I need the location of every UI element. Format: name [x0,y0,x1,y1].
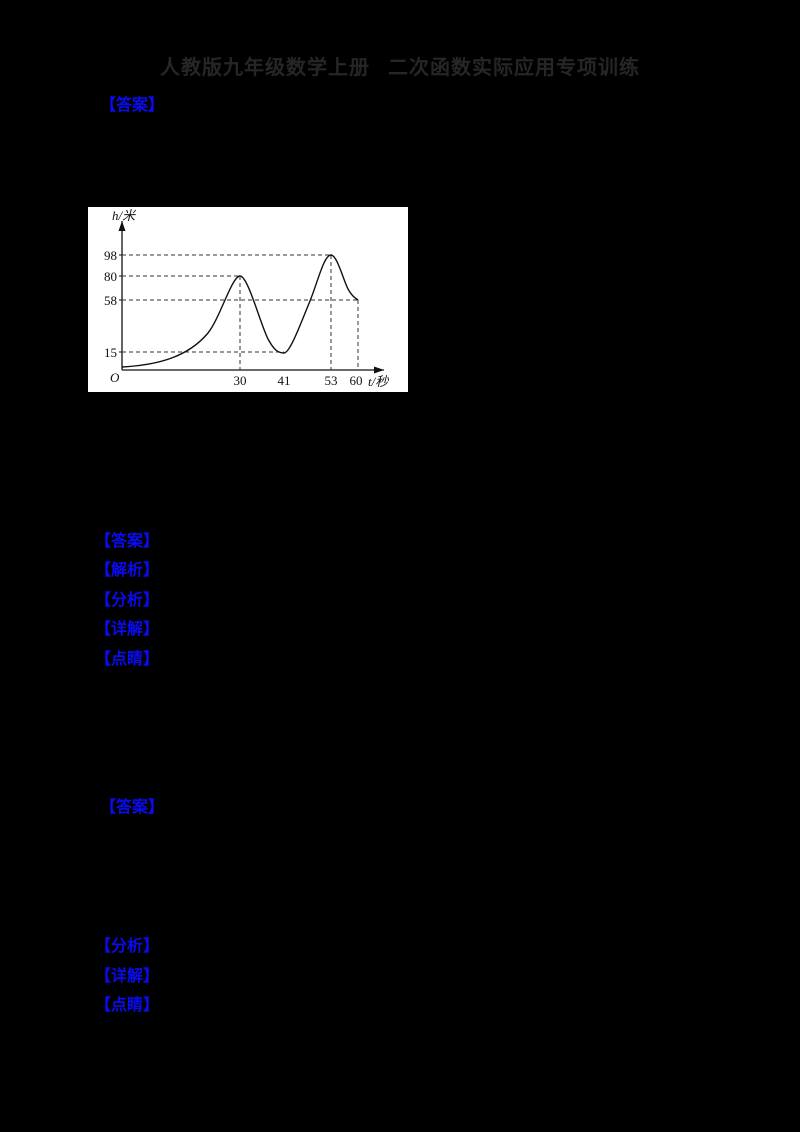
y-tick-80: 80 [104,269,117,284]
x-tick-41: 41 [277,373,291,388]
y-tick-15: 15 [104,345,117,360]
x-tick-53: 53 [324,373,338,388]
x-tick-30: 30 [233,373,247,388]
tag-group2-item-2: 【详解】 [95,968,160,985]
tag-group1-item-5: 【点睛】 [95,651,160,668]
document-title-part2: 二次函数实际应用专项训练 [388,57,640,79]
x-tick-60: 60 [349,373,363,388]
tag-group1-item-2: 【解析】 [95,562,160,579]
answer-tag-mid: 【答案】 [100,799,165,816]
document-title-part1: 人教版九年级数学上册 [160,57,370,79]
tag-group2-item-1: 【分析】 [95,938,160,955]
y-axis-label: h/米 [112,208,136,223]
x-axis-label: t/秒 [368,374,389,389]
curve-line [121,254,359,368]
axis-arrowheads [118,221,384,374]
y-tick-98: 98 [104,248,117,263]
answer-tag-top: 【答案】 [100,97,165,114]
tag-group2-item-3: 【点睛】 [95,997,160,1014]
chart-canvas [118,221,384,374]
tag-group1-item-4: 【详解】 [95,621,160,638]
y-tick-58: 58 [104,293,117,308]
document-title: 人教版九年级数学上册 二次函数实际应用专项训练 [0,51,800,80]
tag-group1-item-3: 【分析】 [95,592,160,609]
origin-label: O [110,370,120,385]
axes [121,221,384,371]
tag-group1-item-1: 【答案】 [95,533,160,550]
dashed-guides [122,254,359,370]
function-graph: h/米 t/秒 O 98 80 58 15 30 41 53 60 [88,207,408,392]
